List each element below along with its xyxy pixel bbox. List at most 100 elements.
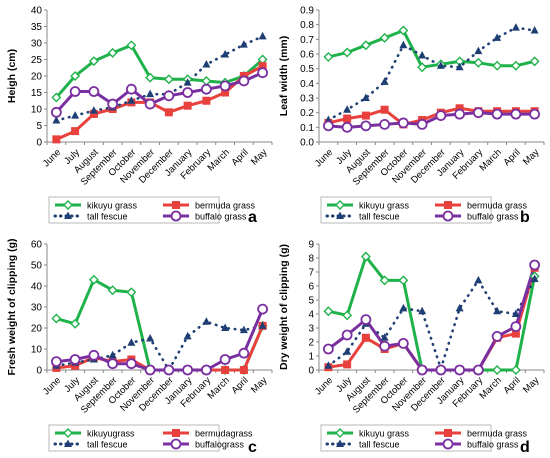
y-tick-label: 3 [308, 324, 314, 335]
data-point-fescue [530, 26, 539, 34]
data-point-buffalo [125, 83, 137, 95]
data-point-buffalo [360, 120, 372, 132]
data-point-buffalo [322, 343, 334, 355]
legend-marker-buffalo [442, 438, 454, 450]
legend-label: tall fescue [87, 212, 128, 222]
y-tick-label: 5 [36, 121, 42, 132]
data-point-fescue [493, 33, 502, 41]
data-point-bermuda [343, 360, 352, 369]
data-point-fescue [511, 23, 520, 31]
y-tick-label: 0.8 [300, 20, 314, 31]
legend-marker-kikuyu [335, 428, 345, 438]
data-point-kikuyu [510, 60, 521, 71]
x-tick-label: April [501, 375, 522, 396]
data-point-buffalo [416, 364, 428, 376]
y-tick-label: 10 [31, 345, 43, 356]
x-tick-label: May [521, 375, 542, 396]
data-point-buffalo [144, 364, 156, 376]
y-tick-label: 20 [31, 324, 43, 335]
y-axis-label: Heigh (cm) [6, 49, 18, 103]
data-point-buffalo [88, 349, 100, 361]
data-point-buffalo [435, 364, 447, 376]
data-point-fescue [418, 50, 427, 59]
data-point-buffalo [360, 314, 372, 326]
x-tick-label: March [205, 375, 231, 401]
y-tick-label: 0.7 [300, 35, 314, 46]
data-point-buffalo [529, 108, 541, 120]
data-point-fescue [324, 361, 333, 369]
data-point-buffalo [435, 110, 447, 121]
legend-marker-fescue [64, 211, 72, 219]
data-point-kikuyu [323, 306, 334, 317]
y-tick-label: 30 [31, 303, 43, 314]
data-point-fescue [89, 106, 98, 114]
legend-label: bermuda grass [467, 429, 528, 439]
data-point-buffalo [257, 303, 269, 315]
data-point-fescue [474, 46, 483, 55]
data-point-buffalo [50, 106, 62, 118]
data-point-kikuyu [70, 318, 81, 329]
y-tick-label: 2 [308, 338, 314, 349]
data-point-kikuyu [107, 285, 118, 296]
data-point-buffalo [397, 117, 409, 129]
legend-label: buffalo grass [467, 440, 519, 450]
legend-label: kikuyu grass [87, 201, 138, 211]
legend-marker-fescue [64, 439, 72, 447]
x-tick-label: March [477, 375, 503, 401]
data-point-kikuyu [342, 310, 353, 321]
data-point-buffalo [341, 121, 353, 133]
panel-label: d [520, 439, 530, 456]
data-point-kikuyu [379, 275, 390, 286]
y-tick-label: 0.2 [300, 108, 314, 119]
data-point-fescue [108, 350, 117, 359]
data-point-fescue [399, 303, 408, 312]
data-point-kikuyu [163, 74, 174, 85]
x-tick-label: June [313, 147, 335, 169]
data-point-fescue [258, 321, 267, 329]
y-tick-label: 0 [308, 366, 314, 377]
data-point-bermuda [380, 105, 389, 114]
data-point-bermuda [52, 135, 61, 144]
data-point-fescue [239, 325, 248, 334]
x-tick-label: May [521, 147, 542, 168]
data-point-buffalo [379, 119, 391, 130]
data-point-buffalo [182, 87, 194, 98]
x-tick-label: June [313, 375, 335, 397]
data-point-buffalo [510, 321, 522, 333]
legend-label: bermuda grass [195, 201, 256, 211]
data-point-fescue [361, 93, 370, 101]
data-point-buffalo [238, 347, 250, 359]
legend-marker-buffalo [442, 210, 454, 222]
legend-label: kikuyugrass [87, 429, 135, 439]
data-point-buffalo [163, 364, 175, 376]
y-tick-label: 50 [31, 261, 43, 272]
x-tick-label: May [249, 147, 270, 168]
panel-label: b [520, 209, 530, 226]
data-point-kikuyu [342, 47, 353, 58]
series-line-bermuda [328, 267, 537, 372]
data-point-buffalo [238, 75, 250, 87]
x-tick-label: June [41, 375, 63, 397]
data-point-buffalo [125, 358, 137, 370]
data-point-fescue [71, 111, 80, 119]
data-point-kikuyu [70, 71, 81, 81]
data-point-kikuyu [492, 365, 503, 375]
y-axis-label: Fresh weight of clipping (g) [6, 238, 18, 375]
y-tick-label: 0.0 [300, 138, 314, 149]
data-point-kikuyu [529, 56, 540, 67]
series-line-fescue [55, 35, 264, 122]
data-point-buffalo [50, 356, 62, 368]
data-point-kikuyu [145, 72, 156, 83]
y-tick-label: 30 [31, 39, 43, 50]
data-point-fescue [202, 317, 211, 325]
data-point-kikuyu [323, 51, 334, 62]
legend-label: buffalo grass [467, 212, 519, 222]
data-point-kikuyu [201, 75, 212, 86]
data-point-fescue [474, 275, 483, 284]
series-line-fescue [327, 277, 536, 370]
x-tick-label: April [501, 147, 522, 168]
